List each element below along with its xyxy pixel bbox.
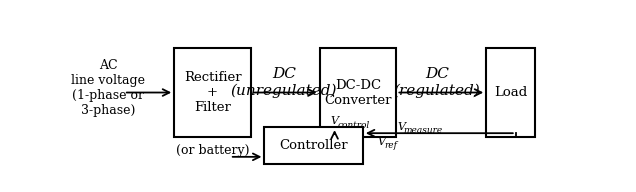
Text: DC
(unregulated): DC (unregulated) [231,67,337,98]
Text: Rectifier
+
Filter: Rectifier + Filter [184,71,242,114]
Bar [486,48,536,137]
Text: Load: Load [494,86,527,99]
Text: ref: ref [384,141,397,150]
Text: control: control [337,121,370,130]
Bar [174,48,251,137]
Bar [265,127,363,164]
Text: (or battery): (or battery) [176,144,249,157]
Bar [320,48,396,137]
Text: DC
(regulated): DC (regulated) [394,67,480,98]
Text: DC-DC
Converter: DC-DC Converter [324,79,392,107]
Text: Controller: Controller [279,139,348,152]
Text: AC
line voltage
(1-phase or
3-phase): AC line voltage (1-phase or 3-phase) [71,59,145,117]
Text: V: V [331,116,339,126]
Text: V: V [378,137,385,147]
Text: V: V [398,122,405,132]
Text: measure: measure [404,126,443,135]
